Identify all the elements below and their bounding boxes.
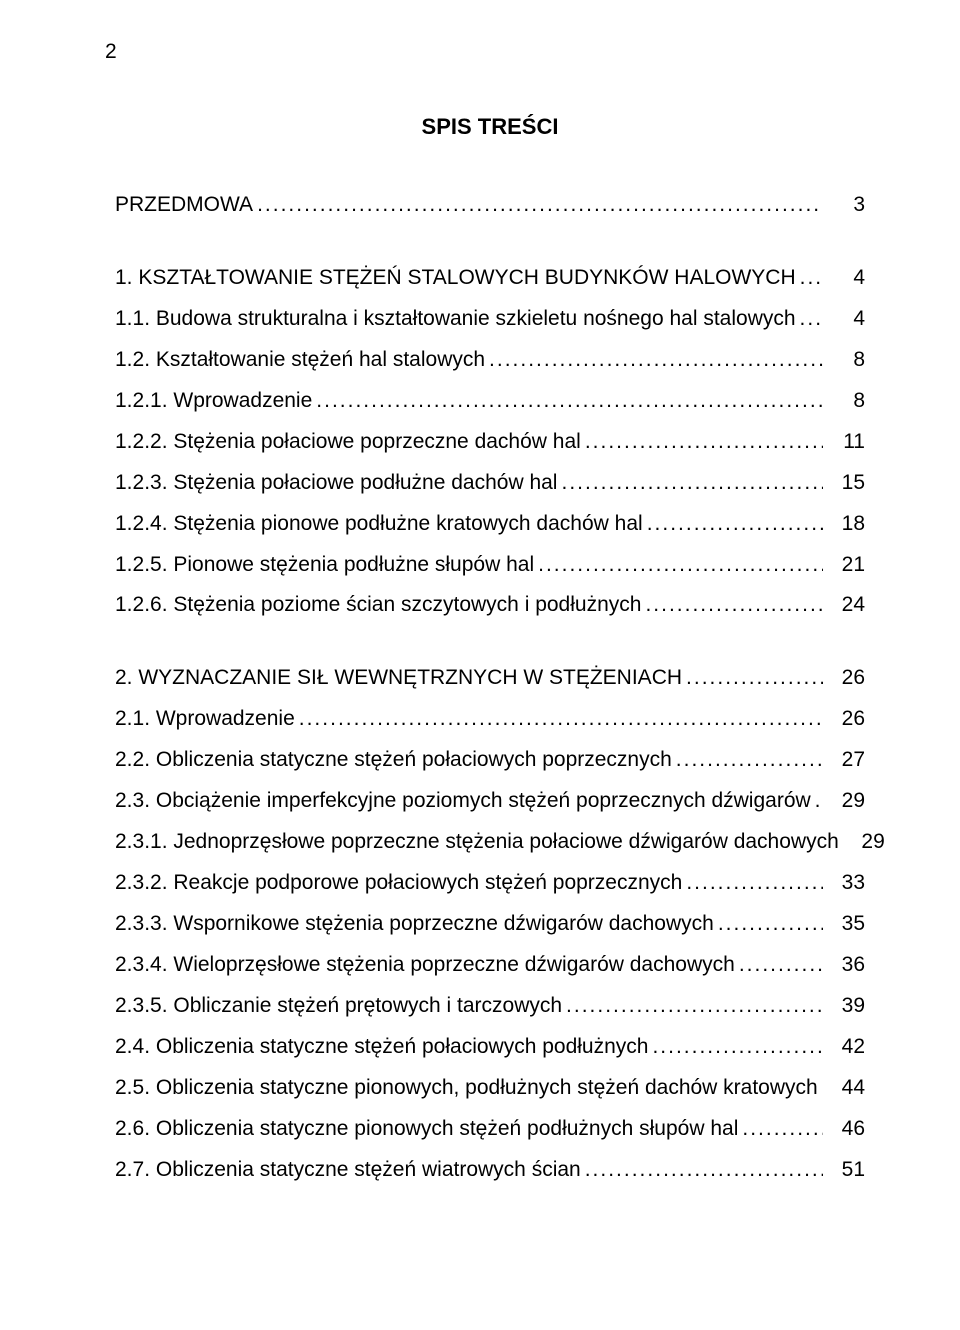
toc-leader-dots [538, 545, 823, 586]
toc-entry-label: PRZEDMOWA [115, 185, 253, 226]
toc-leader-dots [647, 504, 823, 545]
toc-leader-dots [718, 904, 823, 945]
toc-entry-page: 4 [827, 258, 865, 299]
toc-leader-dots [686, 863, 823, 904]
toc-entry: 2.5. Obliczenia statyczne pionowych, pod… [115, 1068, 865, 1109]
toc-entry-page: 46 [827, 1109, 865, 1150]
toc-entry: 2.3.4. Wieloprzęsłowe stężenia poprzeczn… [115, 945, 865, 986]
toc-entry-page: 33 [827, 863, 865, 904]
toc-leader-dots [686, 658, 823, 699]
toc-leader-dots [566, 986, 823, 1027]
toc-entry: 2.3.5. Obliczanie stężeń prętowych i tar… [115, 986, 865, 1027]
toc-entry: 1.1. Budowa strukturalna i kształtowanie… [115, 299, 865, 340]
toc-entry: 1.2.4. Stężenia pionowe podłużne kratowy… [115, 504, 865, 545]
toc-entry-page: 18 [827, 504, 865, 545]
toc-entry-label: 1.2.6. Stężenia poziome ścian szczytowyc… [115, 585, 641, 626]
toc-entry-label: 2.7. Obliczenia statyczne stężeń wiatrow… [115, 1150, 581, 1191]
toc-entry: 1.2.1. Wprowadzenie 8 [115, 381, 865, 422]
toc-entry: 2. WYZNACZANIE SIŁ WEWNĘTRZNYCH W STĘŻEN… [115, 658, 865, 699]
toc-leader-dots [585, 422, 823, 463]
toc-leader-dots [257, 185, 823, 226]
toc-entry-page: 35 [827, 904, 865, 945]
toc-entry-label: 1.2.2. Stężenia połaciowe poprzeczne dac… [115, 422, 581, 463]
toc-entry-label: 1.2.3. Stężenia połaciowe podłużne dachó… [115, 463, 557, 504]
toc-leader-dots [742, 1109, 823, 1150]
toc-entry: 2.1. Wprowadzenie 26 [115, 699, 865, 740]
toc-leader-dots [800, 299, 823, 340]
toc-entry-page: 24 [827, 585, 865, 626]
toc-entry-page: 29 [827, 781, 865, 822]
document-page: 2 SPIS TREŚCI PRZEDMOWA 3 1. KSZTAŁTOWANIE… [0, 0, 960, 1251]
toc-entry-label: 2.3.5. Obliczanie stężeń prętowych i tar… [115, 986, 562, 1027]
toc-gap [115, 626, 865, 658]
toc-leader-dots [739, 945, 823, 986]
toc-entry-page: 39 [827, 986, 865, 1027]
toc-entry-label: 2.6. Obliczenia statyczne pionowych stęż… [115, 1109, 738, 1150]
toc-entry-label: 2.2. Obliczenia statyczne stężeń połacio… [115, 740, 672, 781]
toc-leader-dots [489, 340, 823, 381]
toc-entry: 2.4. Obliczenia statyczne stężeń połacio… [115, 1027, 865, 1068]
toc-entry-page: 27 [827, 740, 865, 781]
toc-entry: 2.3. Obciążenie imperfekcyjne poziomych … [115, 781, 865, 822]
toc-entry-page: 26 [827, 699, 865, 740]
toc-entry-label: 2.3.4. Wieloprzęsłowe stężenia poprzeczn… [115, 945, 735, 986]
toc-entry: 2.7. Obliczenia statyczne stężeń wiatrow… [115, 1150, 865, 1191]
toc-leader-dots [299, 699, 823, 740]
toc-entry-page: 8 [827, 340, 865, 381]
toc-entry-label: 1.2.1. Wprowadzenie [115, 381, 312, 422]
toc-entry-page: 26 [827, 658, 865, 699]
toc-entry-page: 8 [827, 381, 865, 422]
toc-leader-dots [800, 258, 823, 299]
toc-entry-label: 1.2.4. Stężenia pionowe podłużne kratowy… [115, 504, 643, 545]
toc-entry-page: 21 [827, 545, 865, 586]
toc-entry: 1. KSZTAŁTOWANIE STĘŻEŃ STALOWYCH BUDYNK… [115, 258, 865, 299]
toc-entry-label: 2.5. Obliczenia statyczne pionowych, pod… [115, 1068, 818, 1109]
toc-leader-dots [815, 781, 823, 822]
toc-entry: 1.2. Kształtowanie stężeń hal stalowych 8 [115, 340, 865, 381]
toc-entry: 1.2.6. Stężenia poziome ścian szczytowyc… [115, 585, 865, 626]
toc-entry-label: 2.1. Wprowadzenie [115, 699, 295, 740]
toc-container: PRZEDMOWA 3 1. KSZTAŁTOWANIE STĘŻEŃ STALOW… [115, 185, 865, 1191]
toc-entry: 1.2.2. Stężenia połaciowe poprzeczne dac… [115, 422, 865, 463]
toc-entry-page: 11 [827, 422, 865, 463]
toc-entry-page: 51 [827, 1150, 865, 1191]
toc-entry-label: 2.3.2. Reakcje podporowe połaciowych stę… [115, 863, 682, 904]
toc-entry-label: 1.1. Budowa strukturalna i kształtowanie… [115, 299, 796, 340]
toc-entry-label: 1.2. Kształtowanie stężeń hal stalowych [115, 340, 485, 381]
toc-entry-page: 4 [827, 299, 865, 340]
toc-leader-dots [652, 1027, 823, 1068]
toc-entry-label: 2.3.3. Wspornikowe stężenia poprzeczne d… [115, 904, 714, 945]
toc-entry-label: 2. WYZNACZANIE SIŁ WEWNĘTRZNYCH W STĘŻEN… [115, 658, 682, 699]
toc-entry: 2.6. Obliczenia statyczne pionowych stęż… [115, 1109, 865, 1150]
toc-entry: 2.3.2. Reakcje podporowe połaciowych stę… [115, 863, 865, 904]
toc-entry-label: 1. KSZTAŁTOWANIE STĘŻEŃ STALOWYCH BUDYNK… [115, 258, 796, 299]
toc-entry-page: 3 [827, 185, 865, 226]
toc-entry: 1.2.5. Pionowe stężenia podłużne słupów … [115, 545, 865, 586]
toc-leader-dots [316, 381, 823, 422]
toc-entry-label: 1.2.5. Pionowe stężenia podłużne słupów … [115, 545, 534, 586]
toc-gap [115, 226, 865, 258]
toc-entry-page: 15 [827, 463, 865, 504]
toc-entry: 2.3.3. Wspornikowe stężenia poprzeczne d… [115, 904, 865, 945]
toc-entry-label: 2.3.1. Jednoprzęsłowe poprzeczne stężeni… [115, 822, 839, 863]
toc-entry-page: 42 [827, 1027, 865, 1068]
toc-heading: SPIS TREŚCI [115, 114, 865, 140]
toc-entry: 1.2.3. Stężenia połaciowe podłużne dachó… [115, 463, 865, 504]
toc-entry: 2.3.1. Jednoprzęsłowe poprzeczne stężeni… [115, 822, 865, 863]
toc-entry-label: 2.3. Obciążenie imperfekcyjne poziomych … [115, 781, 811, 822]
toc-entry-page: 44 [827, 1068, 865, 1109]
page-number: 2 [105, 40, 865, 64]
toc-leader-dots [822, 1068, 823, 1109]
toc-entry-page: 29 [847, 822, 885, 863]
toc-leader-dots [561, 463, 823, 504]
toc-entry-label: 2.4. Obliczenia statyczne stężeń połacio… [115, 1027, 648, 1068]
toc-entry-page: 36 [827, 945, 865, 986]
toc-leader-dots [585, 1150, 823, 1191]
toc-leader-dots [676, 740, 823, 781]
toc-leader-dots [645, 585, 823, 626]
toc-entry: 2.2. Obliczenia statyczne stężeń połacio… [115, 740, 865, 781]
toc-entry: PRZEDMOWA 3 [115, 185, 865, 226]
